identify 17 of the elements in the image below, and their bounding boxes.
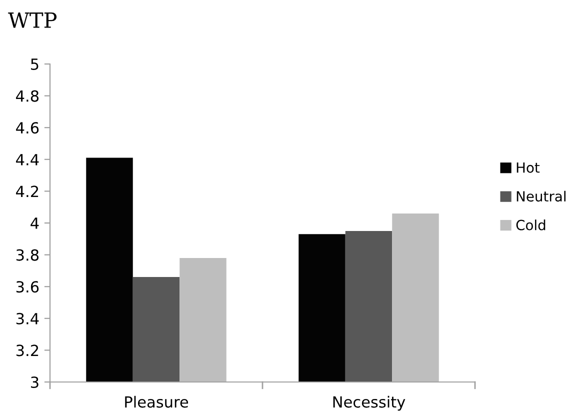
y-tick-label: 4.6 [16, 122, 39, 134]
y-tick-label: 4.4 [16, 154, 39, 166]
y-tick-label: 3.6 [16, 281, 39, 293]
y-tick-label: 5 [31, 58, 38, 70]
y-tick-label: 4 [30, 218, 39, 229]
y-tick-label: 4.2 [16, 186, 38, 198]
x-tick-label: Pleasure [125, 396, 188, 408]
y-tick-label: 3 [31, 376, 38, 388]
y-tick-label: 3.4 [16, 312, 39, 324]
legend-label: Neutral [516, 190, 566, 202]
y-tick-label: 3.2 [16, 344, 38, 356]
y-tick-label: 3.8 [16, 249, 39, 261]
x-tick-label: Necessity [333, 396, 406, 411]
chart-title: WTP [8, 12, 57, 28]
legend-label: Hot [516, 162, 540, 173]
y-tick-label: 4.8 [16, 90, 39, 102]
legend-label: Cold [516, 220, 546, 230]
